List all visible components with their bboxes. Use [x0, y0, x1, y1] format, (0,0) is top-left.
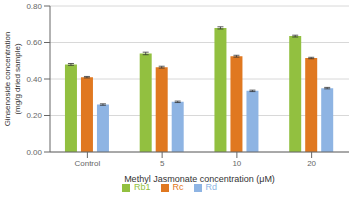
svg-text:0.80: 0.80	[26, 2, 42, 11]
svg-text:Methyl Jasmonate concentration: Methyl Jasmonate concentration (μM)	[124, 174, 275, 184]
html-text:Rc: Rc	[172, 182, 184, 192]
svg-text:10: 10	[232, 159, 241, 168]
svg-text:Control: Control	[74, 159, 100, 168]
svg-text:0.40: 0.40	[26, 75, 42, 84]
svg-text:0.20: 0.20	[26, 111, 42, 120]
html-text:(mg/g dried sample): (mg/g dried sample)	[13, 43, 22, 115]
html-text:Rd: Rd	[205, 182, 217, 192]
html-text:Ginsenoside concentration: Ginsenoside concentration	[3, 31, 12, 127]
svg-text:20: 20	[307, 159, 316, 168]
html-text:Rb1: Rb1	[134, 182, 151, 192]
svg-text:0.00: 0.00	[26, 148, 42, 157]
svg-text:5: 5	[160, 159, 165, 168]
svg-text:0.60: 0.60	[26, 38, 42, 47]
